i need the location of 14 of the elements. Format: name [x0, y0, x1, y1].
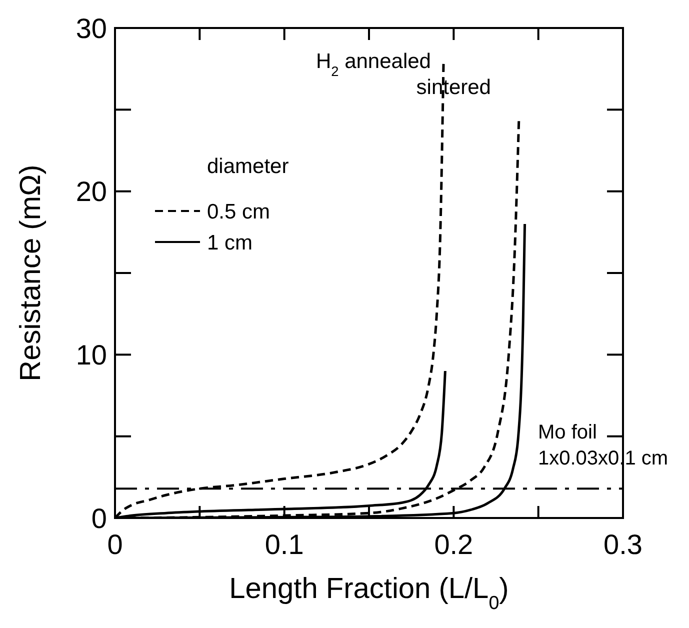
- y-tick-label: 10: [76, 339, 107, 370]
- legend-label: 1 cm: [207, 231, 253, 254]
- y-tick-label: 30: [76, 12, 107, 44]
- annotation: sintered: [416, 76, 491, 99]
- legend-title: diameter: [207, 155, 289, 178]
- y-tick-label: 20: [76, 176, 107, 208]
- legend-label: 0.5 cm: [207, 200, 270, 224]
- x-tick-label: 0.1: [264, 529, 304, 560]
- y-tick-label: 0: [91, 502, 107, 534]
- annotation: H$_{2}$ annealed: [316, 50, 431, 78]
- y-axis-title: Resistance (mΩ): [15, 164, 47, 382]
- x-tick-label: 0.2: [434, 529, 474, 560]
- x-tick-label: 0.3: [604, 529, 642, 560]
- x-axis-title: Length Fraction (L/L$_{0}$): [229, 573, 509, 612]
